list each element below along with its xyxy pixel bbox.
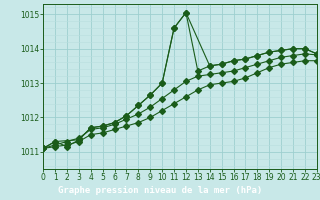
Text: Graphe pression niveau de la mer (hPa): Graphe pression niveau de la mer (hPa) [58, 186, 262, 195]
